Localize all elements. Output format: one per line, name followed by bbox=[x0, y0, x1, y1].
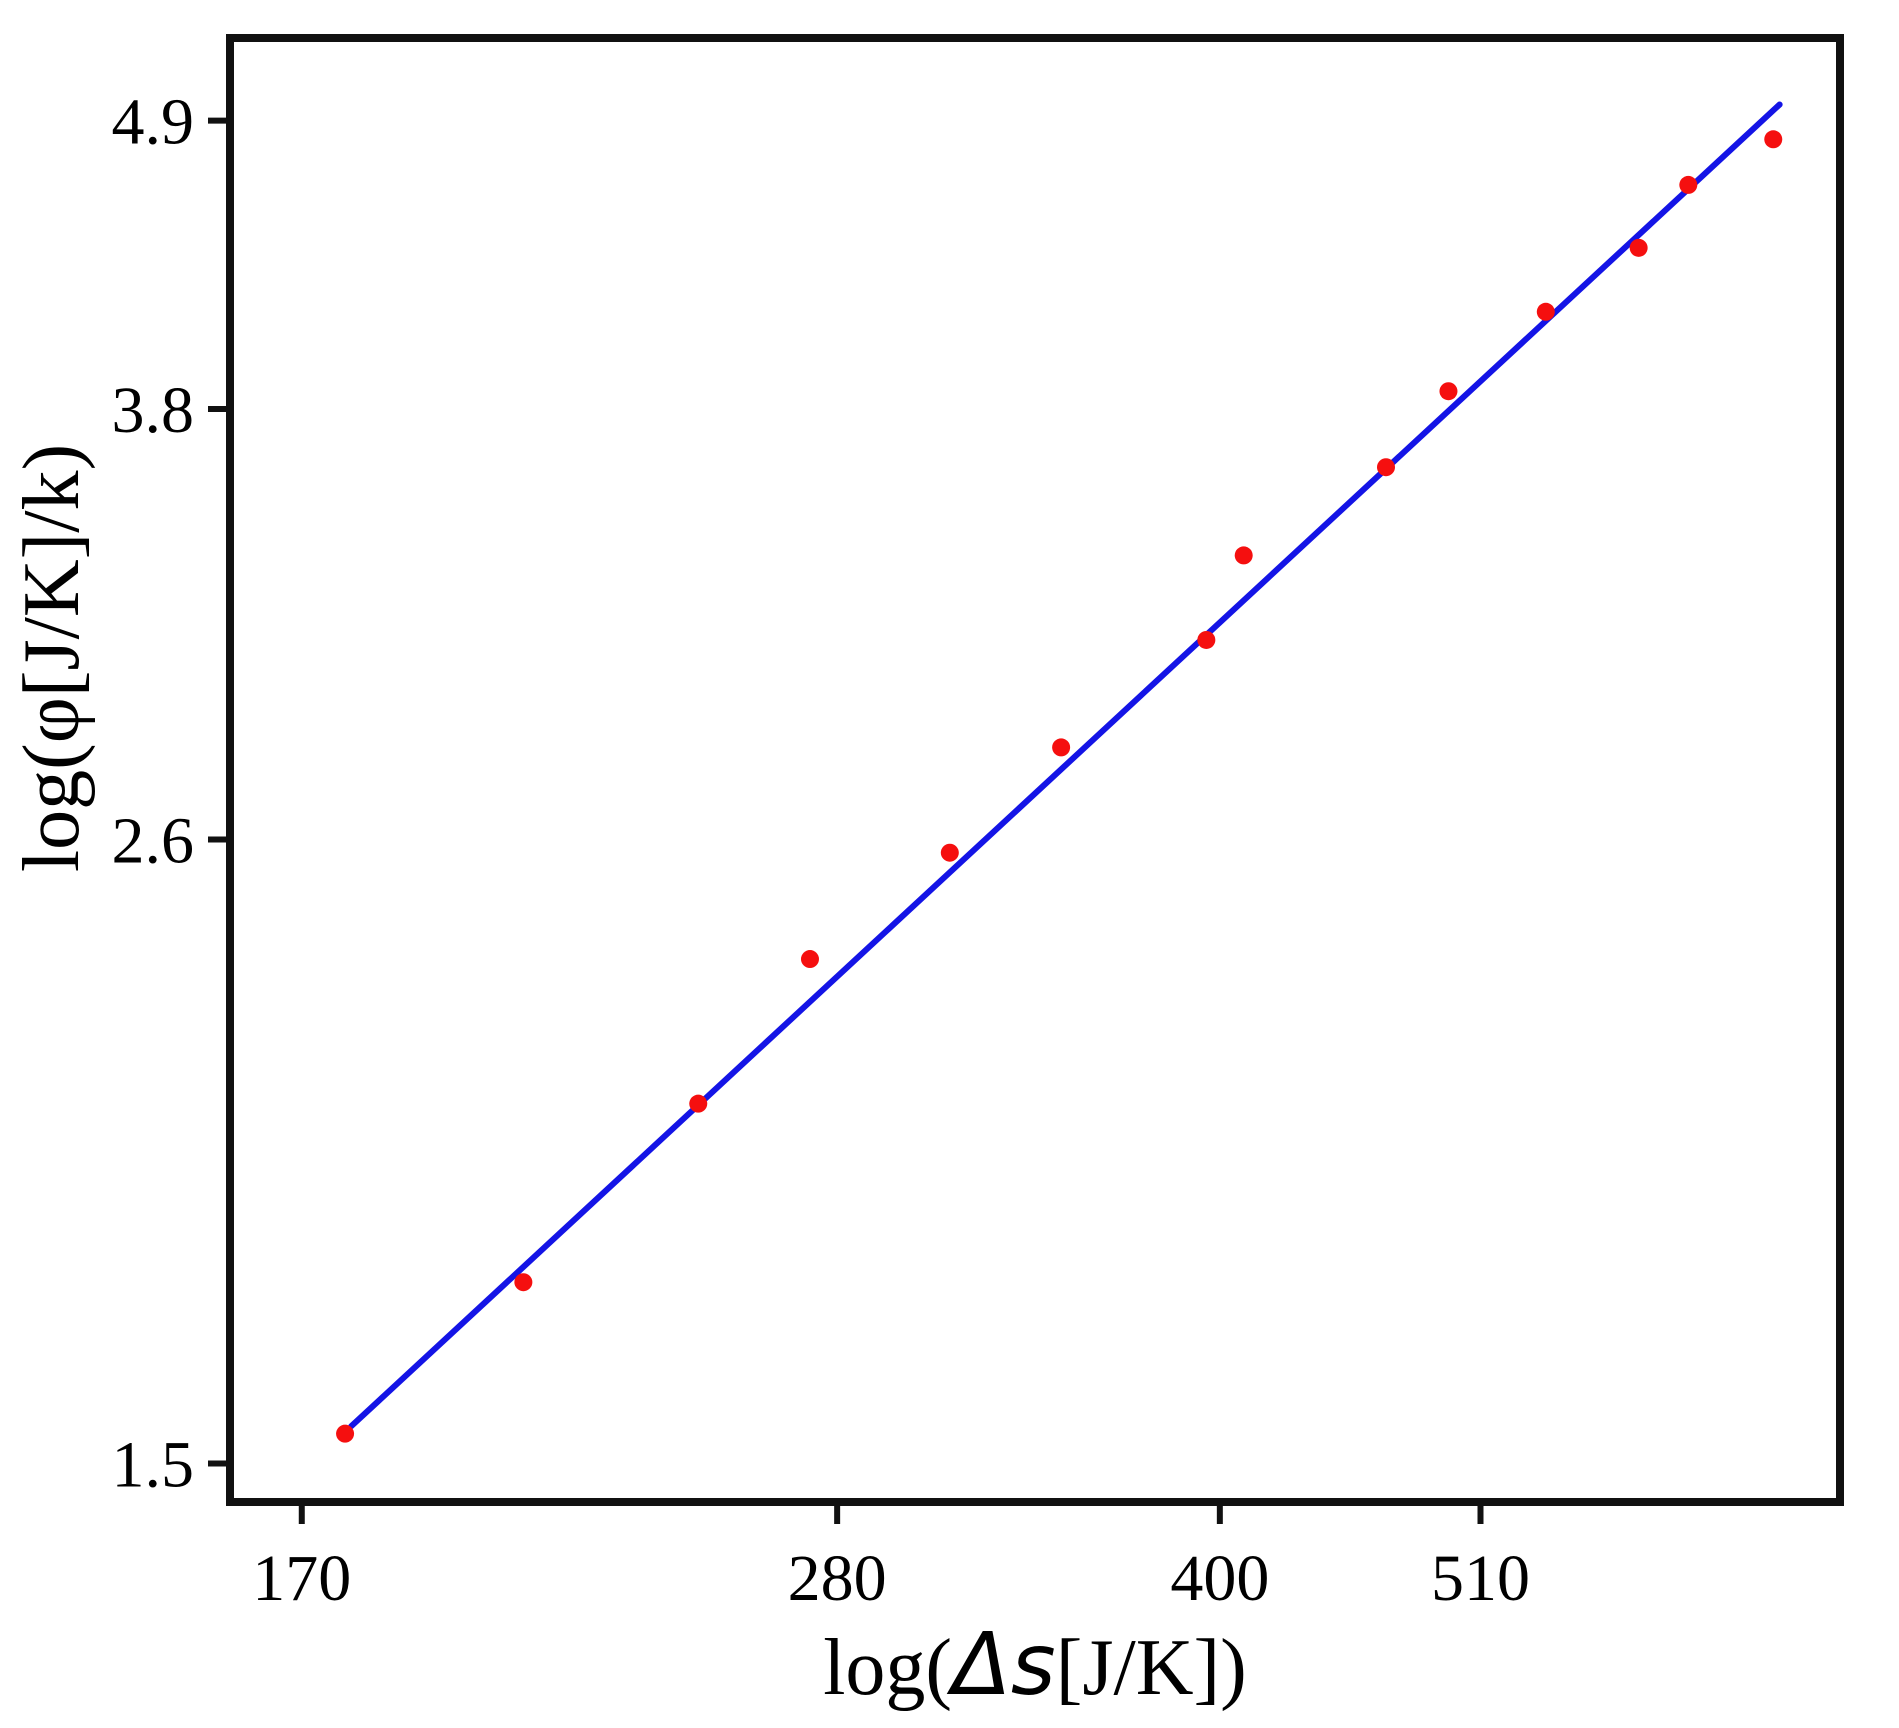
y-tick-label: 4.9 bbox=[112, 86, 195, 159]
x-axis-label-suffix: [J/K]) bbox=[1056, 1624, 1247, 1712]
data-point bbox=[1439, 382, 1458, 401]
data-point bbox=[1234, 546, 1253, 565]
data-point bbox=[940, 843, 959, 862]
plot-border bbox=[226, 34, 1844, 1506]
y-tick-label: 1.5 bbox=[112, 1429, 195, 1502]
x-tick-label: 280 bbox=[788, 1542, 887, 1615]
data-point bbox=[1197, 630, 1216, 649]
y-axis-label: log(φ[J/K]/k) bbox=[8, 444, 96, 872]
data-point bbox=[1629, 238, 1648, 257]
x-tick-label: 400 bbox=[1170, 1542, 1269, 1615]
x-tick-label: 170 bbox=[252, 1542, 351, 1615]
data-point bbox=[1052, 738, 1071, 757]
data-point bbox=[1536, 302, 1555, 321]
delta-s-symbol: Δs bbox=[946, 1615, 1056, 1715]
y-tick-label: 2.6 bbox=[112, 805, 195, 878]
data-point bbox=[1376, 458, 1395, 477]
data-point bbox=[336, 1424, 355, 1443]
data-point bbox=[689, 1094, 708, 1113]
data-point bbox=[1764, 130, 1783, 149]
plot-area: 170 280 400 510 1.5 2.6 3.8 4.9 bbox=[112, 34, 1844, 1615]
fit-line bbox=[348, 101, 1783, 1430]
data-point bbox=[1679, 175, 1698, 194]
data-point bbox=[800, 950, 819, 969]
x-tick-label: 510 bbox=[1431, 1542, 1530, 1615]
x-axis-label-prefix: log( bbox=[823, 1624, 952, 1712]
y-tick-label: 3.8 bbox=[112, 374, 195, 447]
x-axis-label: log(Δs[J/K]) bbox=[823, 1615, 1247, 1715]
data-point bbox=[514, 1273, 533, 1292]
